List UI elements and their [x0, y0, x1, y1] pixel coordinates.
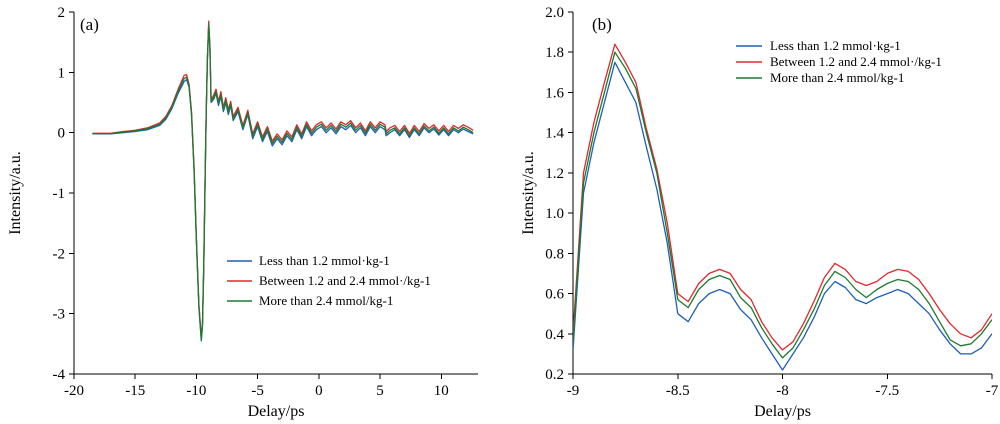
series-line-a-2: [92, 20, 474, 339]
y-tick-label-b: 0.8: [545, 246, 564, 262]
y-axis-title-b: Intensity/a.u.: [520, 151, 537, 235]
y-tick-label-b: 1.4: [545, 126, 564, 142]
y-tick-label-b: 0.2: [545, 367, 564, 383]
y-tick-label-b: 1.0: [545, 206, 564, 222]
x-tick-label-b: -8.5: [666, 383, 690, 399]
legend-label-b-1: Less than 1.2 mmol·kg-1: [770, 38, 901, 53]
legend-label-b-3: More than 2.4 mmol/kg-1: [770, 70, 904, 85]
x-tick-label-b: -7.5: [875, 383, 899, 399]
series-line-b-1: [573, 61, 992, 371]
y-tick-label-b: 1.2: [545, 166, 564, 182]
y-tick-label-b: 2.0: [545, 5, 564, 21]
y-tick-label-b: 0.6: [545, 287, 564, 303]
series-line-b-2: [573, 43, 992, 351]
x-tick-label-a: -15: [125, 383, 145, 399]
panel-label-b: (b): [592, 15, 612, 34]
y-tick-label-a: 0: [58, 126, 66, 142]
legend-label-a-2: Between 1.2 and 2.4 mmol·/kg-1: [259, 273, 431, 288]
y-tick-label-a: -2: [53, 246, 66, 262]
x-tick-label-a: -5: [251, 383, 264, 399]
legend-label-a-3: More than 2.4 mmol/kg-1: [259, 293, 393, 308]
x-tick-label-a: -10: [186, 383, 206, 399]
panel-label-a: (a): [80, 15, 99, 34]
series-group-a: [92, 20, 474, 342]
x-axis-title-a: Delay/ps: [248, 403, 305, 420]
legend-label-b-2: Between 1.2 and 2.4 mmol·/kg-1: [770, 54, 942, 69]
y-tick-label-a: 1: [58, 65, 66, 81]
y-tick-label-a: -4: [53, 367, 66, 383]
y-tick-label-a: 2: [58, 5, 66, 21]
y-tick-label-a: -1: [53, 186, 66, 202]
x-axis-title-b: Delay/ps: [754, 403, 811, 420]
series-line-b-3: [573, 51, 992, 359]
x-tick-label-a: 0: [315, 383, 323, 399]
y-axis-title-a: Intensity/a.u.: [7, 151, 24, 235]
x-tick-label-a: 10: [434, 383, 449, 399]
panel-b: -9 -8.5 -8 -7.5 -7 0.2 0.4 0.6 0.8 1.0 1.2 1.4 1.6 1.…: [520, 5, 999, 420]
x-tick-label-a: -20: [64, 383, 84, 399]
y-tick-label-b: 0.4: [545, 327, 564, 343]
series-line-a-3: [92, 23, 474, 341]
y-tick-label-b: 1.8: [545, 45, 564, 61]
series-group-b: [573, 43, 992, 371]
x-tick-label-b: -9: [567, 383, 580, 399]
legend-label-a-1: Less than 1.2 mmol·kg-1: [259, 253, 390, 268]
y-tick-label-a: -3: [53, 307, 66, 323]
panel-a: -20 -15 -10 -5 0 5 10-4-3-2-1012Delay/psIntens…: [7, 5, 478, 420]
x-tick-label-b: -8: [776, 383, 789, 399]
x-tick-label-b: -7: [986, 383, 999, 399]
legend-a: Less than 1.2 mmol·kg-1 Between 1.2 and 2…: [227, 253, 431, 308]
x-tick-label-a: 5: [376, 383, 384, 399]
y-tick-label-b: 1.6: [545, 85, 564, 101]
